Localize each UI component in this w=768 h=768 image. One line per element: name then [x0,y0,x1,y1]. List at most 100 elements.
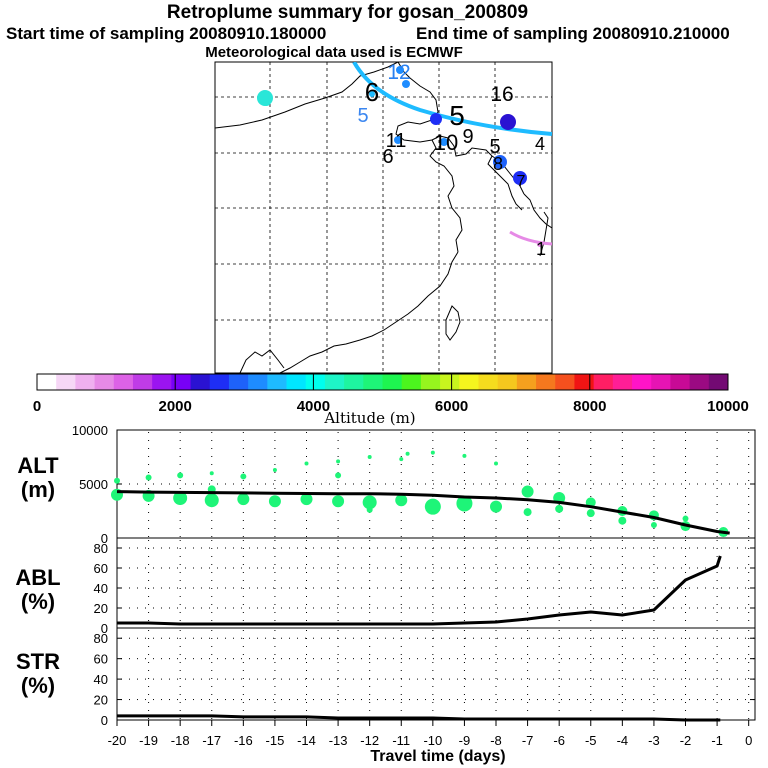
y-grid-dot [401,483,402,485]
x-grid-dot [558,678,560,679]
y-grid-dot [177,658,178,660]
y-grid-dot [585,547,586,549]
y-grid-dot [345,547,346,549]
y-grid-dot [449,607,450,609]
y-grid-dot [353,678,354,680]
x-grid-dot [748,694,750,695]
x-grid-dot [306,480,308,481]
x-grid-dot [116,604,118,605]
x-grid-dot [369,520,371,521]
x-grid-dot [748,556,750,557]
x-grid-dot [653,540,655,541]
x-grid-dot [400,670,402,671]
y-grid-dot [241,587,242,589]
y-grid-dot [361,483,362,485]
x-grid-dot [653,662,655,663]
y-grid-dot [401,658,402,660]
alt-cluster-point [405,451,410,456]
y-grid-dot [489,699,490,701]
y-grid-dot [193,637,194,639]
x-grid-dot [337,556,339,557]
y-grid-dot [465,678,466,680]
y-grid-dot [753,699,754,701]
x-grid-dot [369,646,371,647]
x-grid-dot [400,686,402,687]
x-grid-dot [337,448,339,449]
y-grid-dot [433,607,434,609]
alt-cluster-point [272,467,277,472]
y-grid-dot [225,658,226,660]
y-grid-dot [361,429,362,431]
y-grid-dot [745,429,746,431]
x-grid-dot [369,556,371,557]
y-grid-dot [201,699,202,701]
y-grid-dot [121,429,122,431]
y-grid-dot [617,658,618,660]
x-grid-dot [748,512,750,513]
y-grid-dot [281,607,282,609]
y-grid-dot [433,483,434,485]
y-grid-dot [169,547,170,549]
y-grid-dot [137,658,138,660]
x-grid-dot [558,448,560,449]
x-grid-dot [495,556,497,557]
y-grid-dot [281,678,282,680]
x-grid-dot [653,556,655,557]
y-grid-dot [601,547,602,549]
plume-cluster-marker [513,171,527,185]
x-grid-dot [527,638,529,639]
x-grid-dot [306,572,308,573]
x-grid-dot [242,512,244,513]
x-grid-dot [748,464,750,465]
y-grid-dot [409,719,410,721]
y-grid-dot [585,678,586,680]
y-grid-dot [553,547,554,549]
y-grid-dot [641,429,642,431]
colorbar-tick-label: 0 [33,398,41,415]
x-grid-dot [463,432,465,433]
x-grid-dot [306,686,308,687]
y-grid-dot [681,637,682,639]
x-grid-dot [369,572,371,573]
y-grid-dot [201,567,202,569]
x-grid-dot [274,456,276,457]
x-grid-dot [116,654,118,655]
y-grid-dot [561,567,562,569]
x-grid-dot [337,488,339,489]
x-grid-dot [116,540,118,541]
y-grid-dot [313,587,314,589]
x-grid-dot [242,646,244,647]
y-grid-dot [385,483,386,485]
x-grid-dot [211,702,213,703]
x-grid-dot [274,694,276,695]
y-grid-dot [305,607,306,609]
x-grid-dot [590,638,592,639]
x-grid-dot [463,670,465,671]
map-coastline [429,139,463,253]
y-grid-dot [481,547,482,549]
y-grid-dot [673,567,674,569]
x-grid-dot [400,472,402,473]
x-grid-dot [400,480,402,481]
x-grid-dot [148,520,150,521]
y-grid-dot [217,699,218,701]
y-grid-dot [337,658,338,660]
x-grid-dot [621,548,623,549]
x-grid-dot [432,630,434,631]
panel-frame [116,429,756,539]
x-grid-dot [337,638,339,639]
x-grid-dot [274,564,276,565]
y-grid-dot [609,429,610,431]
y-grid-dot [353,637,354,639]
y-grid-dot [337,429,338,431]
x-grid-dot [211,536,213,537]
alt-cluster-point [237,493,250,506]
colorbar-swatch [497,374,518,390]
x-grid-dot [716,456,718,457]
y-grid-dot [601,678,602,680]
y-grid-dot [505,429,506,431]
y-grid-dot [721,587,722,589]
x-grid-dot [590,520,592,521]
y-grid-dot [393,719,394,721]
x-grid-dot [242,448,244,449]
